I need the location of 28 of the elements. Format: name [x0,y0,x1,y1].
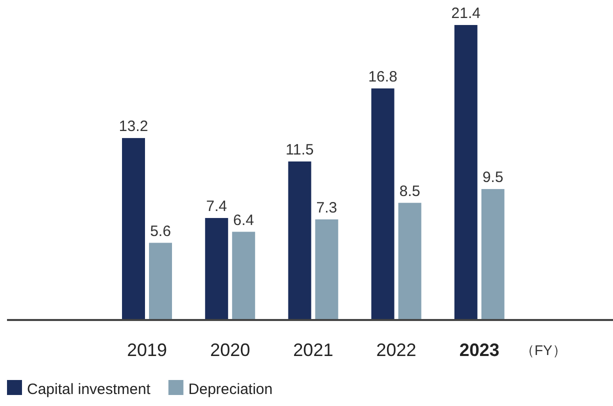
data-label: 16.8 [368,68,398,86]
data-label: 21.4 [451,5,480,22]
bar [122,138,145,320]
data-label: 7.3 [316,199,338,216]
bar [481,189,504,320]
legend-label: Depreciation [188,381,273,398]
legend-label: Capital investment [27,381,152,398]
x-tick-label: 2020 [210,340,250,360]
x-tick-label: 2019 [126,340,168,360]
data-label: 13.2 [118,118,148,136]
bar [371,88,394,320]
bar [398,202,422,320]
x-tick-label: 2023 [459,340,500,360]
x-axis-title: （FY） [520,342,566,358]
data-label: 6.4 [233,212,254,229]
data-label: 8.5 [399,182,420,200]
bar [205,218,228,320]
data-label: 5.6 [150,222,171,240]
bar [149,242,172,320]
bar [232,232,256,320]
data-label: 11.5 [286,141,314,158]
x-tick-label: 2021 [293,340,334,360]
data-label: 7.4 [206,198,228,215]
x-tick-label: 2022 [376,340,416,360]
bar [315,219,338,320]
bar [454,25,478,320]
data-label: 9.5 [482,169,504,186]
bar [288,161,312,320]
